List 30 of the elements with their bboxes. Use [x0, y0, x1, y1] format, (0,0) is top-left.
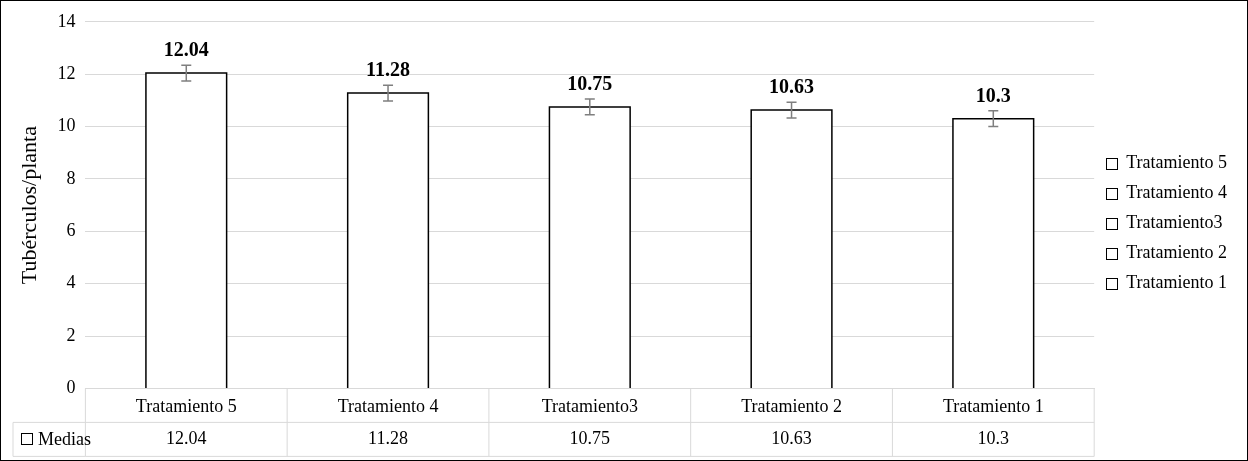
data-label: 12.04 [163, 38, 209, 61]
text: 10.75 [569, 428, 611, 449]
x-tick-label: Tratamiento3 [541, 395, 638, 416]
y-tick-label: 14 [57, 10, 76, 31]
data-label: 10.63 [769, 75, 815, 98]
y-axis-title: Tubérculos/planta [15, 125, 41, 285]
x-tick-label: Tratamiento 4 [337, 395, 439, 416]
x-tick-label: Tratamiento 2 [741, 395, 842, 416]
text: Tratamiento3 [1126, 212, 1223, 233]
y-tick-label: 6 [66, 220, 76, 241]
y-tick-label: 10 [57, 115, 76, 136]
y-tick-label: 4 [66, 272, 76, 293]
y-tick-label: 12 [57, 62, 76, 83]
data-label: 10.3 [975, 84, 1011, 106]
text: Tratamiento 5 [1126, 152, 1227, 173]
data-label: 11.28 [366, 58, 410, 81]
text: Medias [38, 428, 91, 450]
x-tick-label: Tratamiento 1 [942, 395, 1044, 416]
text: 10.3 [977, 428, 1010, 449]
text: Tratamiento 1 [1126, 272, 1227, 293]
text: 11.28 [368, 428, 408, 449]
y-tick-label: 2 [66, 324, 76, 345]
x-tick-label: Tratamiento 5 [135, 395, 237, 416]
data-label: 10.75 [567, 72, 613, 95]
text: Tratamiento 2 [1126, 242, 1227, 263]
y-tick-label: 0 [66, 377, 76, 398]
text: Tratamiento 4 [1126, 182, 1227, 203]
y-tick-label: 8 [66, 167, 76, 188]
text: 12.04 [166, 428, 207, 449]
text: 10.63 [771, 428, 812, 449]
